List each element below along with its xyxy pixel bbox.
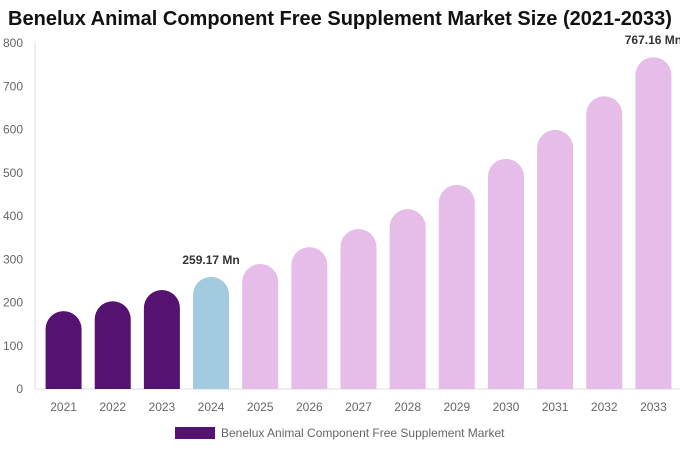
bar-2023 [143,289,180,389]
y-tick-label: 600 [3,123,23,137]
x-tick-label: 2027 [345,400,372,414]
x-tick-label: 2029 [443,400,470,414]
bar-2026 [291,247,328,389]
x-tick-label: 2031 [542,400,569,414]
bar-2032 [586,96,623,389]
bar-2033 [635,57,672,389]
x-tick-label: 2023 [149,400,176,414]
bar-2022 [94,301,131,389]
legend-swatch [175,427,215,439]
x-tick-label: 2024 [198,400,225,414]
chart-title: Benelux Animal Component Free Supplement… [8,8,672,30]
y-tick-label: 400 [3,209,23,223]
y-tick-label: 800 [3,36,23,50]
y-tick-label: 700 [3,79,23,93]
x-tick-label: 2021 [50,400,77,414]
legend: Benelux Animal Component Free Supplement… [175,426,504,440]
bar-2025 [242,264,279,389]
bar-2028 [389,209,426,389]
x-tick-label: 2032 [591,400,618,414]
legend-label: Benelux Animal Component Free Supplement… [221,426,505,440]
bar-2030 [487,158,524,389]
bar-2027 [340,228,377,389]
y-tick-label: 100 [3,339,23,353]
bar-2029 [438,184,475,389]
x-tick-label: 2028 [394,400,421,414]
bar-2024 [193,276,230,389]
bar-2021 [45,311,82,389]
y-tick-label: 500 [3,166,23,180]
x-tick-label: 2030 [493,400,520,414]
y-tick-label: 0 [16,382,23,396]
bar-2031 [537,129,574,390]
data-label: 767.16 Mn [625,33,680,47]
x-tick-label: 2022 [99,400,126,414]
data-label: 259.17 Mn [182,253,239,267]
x-tick-label: 2033 [640,400,667,414]
y-tick-label: 300 [3,252,23,266]
x-tick-label: 2026 [296,400,323,414]
y-tick-label: 200 [3,296,23,310]
x-tick-label: 2025 [247,400,274,414]
